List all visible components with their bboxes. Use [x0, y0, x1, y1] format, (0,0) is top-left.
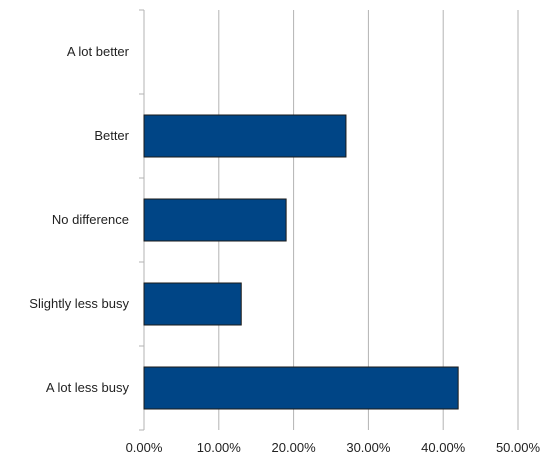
bar: [143, 198, 287, 242]
category-label: Better: [94, 128, 129, 143]
x-tick-label: 20.00%: [272, 440, 317, 455]
bar: [143, 114, 347, 158]
x-tick-label: 10.00%: [197, 440, 242, 455]
category-label: A lot better: [67, 44, 130, 59]
x-tick-label: 30.00%: [346, 440, 391, 455]
category-label: Slightly less busy: [29, 296, 129, 311]
x-tick-labels: 0.00% 10.00% 20.00% 30.00% 40.00% 50.00%: [126, 440, 541, 455]
gridlines: [218, 10, 519, 430]
category-label: No difference: [52, 212, 129, 227]
y-axis: [139, 9, 145, 431]
category-label: A lot less busy: [46, 380, 130, 395]
x-tick-label: 50.00%: [496, 440, 541, 455]
category-labels: A lot better Better No difference Slightly …: [29, 44, 129, 395]
bar: [143, 366, 459, 410]
x-tick-label: 0.00%: [126, 440, 163, 455]
x-tick-label: 40.00%: [421, 440, 466, 455]
bars: [143, 114, 459, 410]
bar: [143, 282, 242, 326]
